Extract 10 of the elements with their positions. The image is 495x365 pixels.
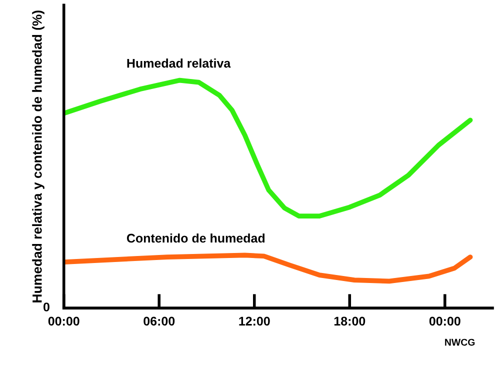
text: 0 [44,302,50,312]
x-tick-label: 12:00 [239,316,270,326]
x-tick-label: 00:00 [429,316,460,326]
text: NWCG [445,338,475,346]
series-label: Contenido de humedad [126,233,265,243]
series-label: Humedad relativa [127,58,231,68]
x-tick-label: 06:00 [144,316,175,326]
y-axis-title: Humedad relativa y contenido de humedad (%) [32,10,44,302]
x-tick-label: 00:00 [48,316,80,326]
x-tick-label: 18:00 [334,316,366,326]
